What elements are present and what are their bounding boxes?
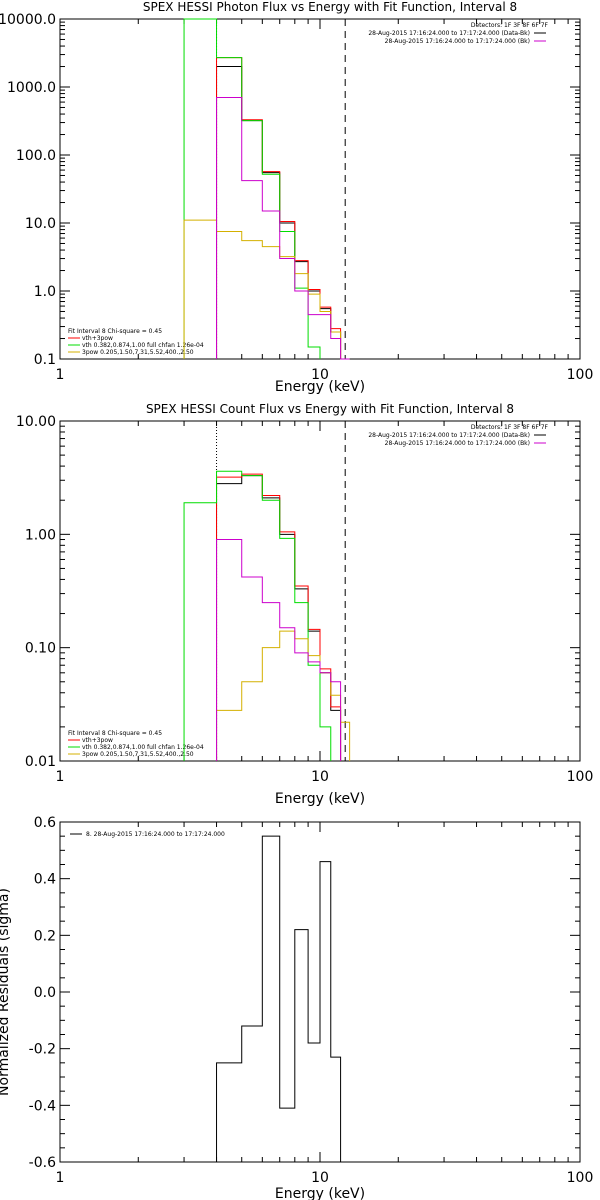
x-axis-label: Energy (keV)	[275, 1186, 365, 1200]
series-vth	[183, 470, 332, 761]
series-data-bk	[216, 475, 342, 761]
x-tick-label: 1	[56, 1170, 65, 1186]
y-tick-label: 0.2	[34, 928, 56, 944]
x-tick-label: 10	[311, 367, 329, 383]
y-axis-label: Normalized Residuals (sigma)	[0, 888, 12, 1096]
x-tick-label: 1	[56, 769, 65, 785]
y-tick-label: -0.6	[29, 1155, 56, 1171]
legend-bk: 28-Aug-2015 17:16:24.000 to 17:17:24.000…	[385, 440, 530, 447]
fit-model-label: vth+3pow	[82, 335, 113, 342]
series-3pow	[183, 219, 350, 360]
fit-chisq-label: Fit Interval 8 Chi-square = 0.45	[68, 328, 162, 335]
fit-vth-label: vth 0.382,0.874,1.00 full chfan 1.26e-04	[82, 744, 204, 751]
series-3pow	[216, 630, 351, 761]
count-flux-panel: SPEX HESSI Count Flux vs Energy with Fit…	[16, 402, 593, 807]
y-tick-label: 0.10	[25, 641, 56, 657]
legend-data-bk: 28-Aug-2015 17:16:24.000 to 17:17:24.000…	[368, 30, 530, 37]
y-tick-label: 10.00	[16, 414, 56, 430]
series-vth	[183, 18, 321, 359]
series-bk	[216, 97, 350, 360]
series-vth-3pow	[216, 57, 342, 359]
photon-flux-panel: SPEX HESSI Photon Flux vs Energy with Fi…	[0, 0, 593, 395]
y-tick-label: 0.4	[34, 872, 56, 888]
y-tick-label: 0.01	[25, 754, 56, 770]
y-tick-label: 1000.0	[7, 80, 56, 96]
detectors-label: Detectors: 1F 3F 8F 6F 7F	[471, 22, 549, 29]
panel-title: SPEX HESSI Count Flux vs Energy with Fit…	[146, 402, 514, 416]
detectors-label: Detectors: 1F 3F 8F 6F 7F	[471, 424, 549, 431]
x-tick-label: 10	[311, 1170, 329, 1186]
y-tick-label: -0.4	[29, 1098, 56, 1114]
y-tick-label: 0.0	[34, 985, 56, 1001]
series-bk	[216, 539, 342, 761]
x-tick-label: 100	[567, 1170, 594, 1186]
y-tick-label: 1.00	[25, 527, 56, 543]
residual-legend: 8. 28-Aug-2015 17:16:24.000 to 17:17:24.…	[86, 831, 225, 838]
fit-3pow-label: 3pow 0.205,1.50,7.31,5.52,400.,2.50	[82, 349, 194, 356]
fit-chisq-label: Fit Interval 8 Chi-square = 0.45	[68, 730, 162, 737]
fit-model-label: vth+3pow	[82, 737, 113, 744]
y-tick-label: 1.0	[34, 284, 56, 300]
fit-3pow-label: 3pow 0.205,1.50,7.31,5.52,400.,2.50	[82, 751, 194, 758]
y-tick-label: 100.0	[16, 148, 56, 164]
y-tick-label: 0.1	[34, 352, 56, 368]
legend-data-bk: 28-Aug-2015 17:16:24.000 to 17:17:24.000…	[368, 432, 530, 439]
residuals-panel: Energy (keV) Normalized Residuals (sigma…	[0, 815, 593, 1200]
y-tick-label: 10000.0	[0, 12, 56, 28]
residual-series	[216, 835, 342, 1162]
x-tick-label: 1	[56, 367, 65, 383]
y-tick-label: 0.6	[34, 815, 56, 831]
fit-vth-label: vth 0.382,0.874,1.00 full chfan 1.26e-04	[82, 342, 204, 349]
series-vth-3pow	[216, 473, 342, 761]
legend-bk: 28-Aug-2015 17:16:24.000 to 17:17:24.000…	[385, 38, 530, 45]
x-tick-label: 100	[567, 367, 594, 383]
y-tick-label: -0.2	[29, 1042, 56, 1058]
y-tick-label: 10.0	[25, 216, 56, 232]
series-data-bk	[216, 66, 342, 359]
x-tick-label: 100	[567, 769, 594, 785]
x-axis-label: Energy (keV)	[275, 791, 365, 807]
x-axis-label: Energy (keV)	[275, 379, 365, 395]
panel-title: SPEX HESSI Photon Flux vs Energy with Fi…	[143, 0, 517, 14]
x-tick-label: 10	[311, 769, 329, 785]
